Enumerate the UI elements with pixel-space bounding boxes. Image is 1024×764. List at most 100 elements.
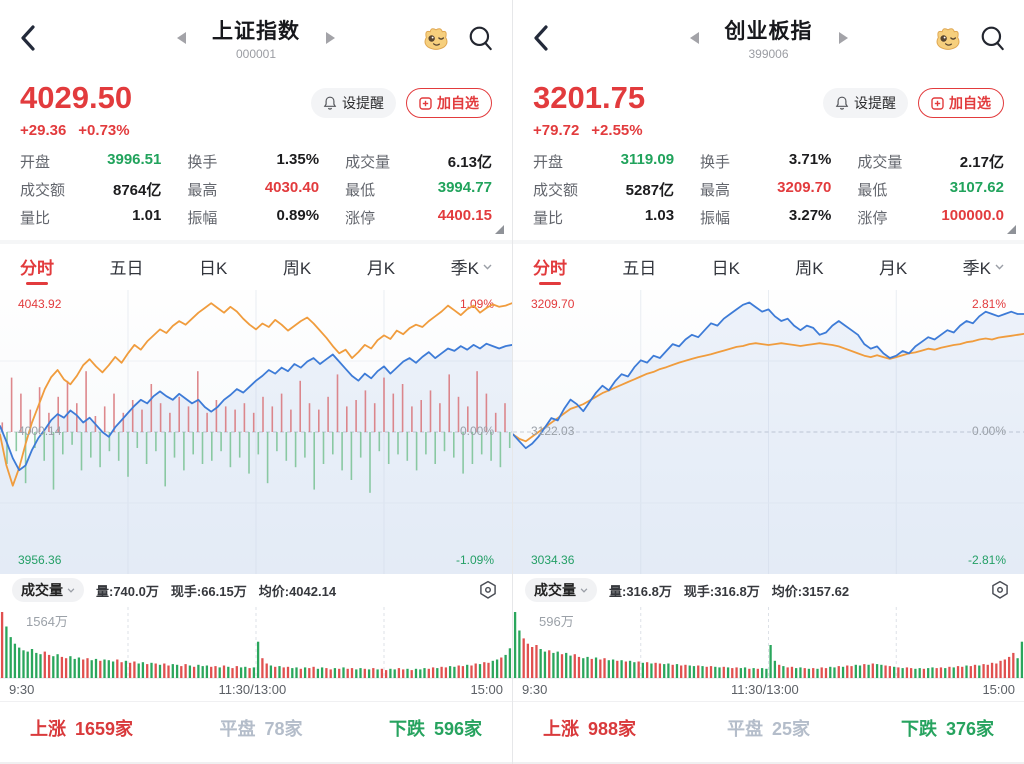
back-button[interactable] <box>18 22 48 54</box>
timeline-chart[interactable]: 3209.70 2.81% 3122.03 0.00% 3034.36 -2.8… <box>513 289 1024 574</box>
label-pct-high: 2.81% <box>971 296 1006 311</box>
stat-low: 最低 3994.77 <box>345 178 492 199</box>
volume-chart[interactable]: 1564万 <box>0 606 512 679</box>
tab-bar: 分时 五日 日K 周K 月K 季K <box>0 244 512 290</box>
axis-open: 9:30 <box>522 682 548 698</box>
advancers-label: 上涨 <box>30 718 66 739</box>
volume-svg <box>0 606 512 679</box>
unchanged-count: 25家 <box>771 718 811 739</box>
label-high: 3209.70 <box>531 296 575 311</box>
tab-weekly-k[interactable]: 周K <box>795 259 824 279</box>
tab-five-day[interactable]: 五日 <box>109 259 144 279</box>
tab-monthly-k[interactable]: 月K <box>366 259 396 279</box>
volume-max-label: 1564万 <box>26 613 68 629</box>
tab-quarterly-k[interactable]: 季K <box>451 244 492 290</box>
volume-chart[interactable]: 596万 <box>513 606 1024 679</box>
volume-header: 成交量 量:740.0万 现手:66.15万 均价:4042.14 <box>0 574 512 607</box>
back-icon <box>534 25 548 51</box>
stats-grid: 开盘 3119.09 换手 3.71% 成交量 2.17亿 成交额 5287亿 最高 32… <box>513 149 1024 240</box>
stat-amplitude: 振幅 0.89% <box>187 206 320 227</box>
price-section: 4029.50 +29.36 +0.73% 设提醒 加自选 <box>0 76 512 149</box>
tab-quarterly-k[interactable]: 季K <box>963 244 1004 290</box>
stat-turnover-rate: 换手 3.71% <box>700 150 832 171</box>
index-title: 上证指数 <box>212 20 300 43</box>
stat-open: 开盘 3119.09 <box>533 150 675 171</box>
bell-icon <box>323 96 337 110</box>
tab-daily-k[interactable]: 日K <box>711 259 740 279</box>
avg-price: 均价:3157.62 <box>771 583 850 599</box>
advancers-count: 1659家 <box>75 718 134 739</box>
axis-midday: 11:30/13:00 <box>731 682 799 698</box>
index-code: 000001 <box>235 47 277 61</box>
unchanged: 平盘 25家 <box>727 715 810 741</box>
label-prev-close: 3122.03 <box>531 423 575 438</box>
decliners-count: 376家 <box>945 718 994 739</box>
stat-volume: 成交量 6.13亿 <box>345 153 492 171</box>
watchlist-label: 加自选 <box>437 95 479 111</box>
stat-limit-up: 涨停 4400.15 <box>345 206 492 227</box>
avg-price: 均价:4042.14 <box>258 583 337 599</box>
axis-midday: 11:30/13:00 <box>218 682 287 698</box>
label-pct-zero: 0.00% <box>971 423 1006 438</box>
vol-amount: 量:316.8万 <box>609 583 672 599</box>
divider <box>513 700 1024 702</box>
volume-svg <box>513 606 1024 679</box>
tab-minute[interactable]: 分时 <box>533 244 567 290</box>
label-pct-low: -2.81% <box>968 553 1006 567</box>
app-header: 上证指数 000001 <box>0 0 512 76</box>
time-axis: 9:30 11:30/13:00 15:00 <box>513 679 1024 701</box>
stat-turnover-rate: 换手 1.35% <box>187 150 320 171</box>
prev-index-arrow[interactable] <box>689 32 699 44</box>
tab-five-day[interactable]: 五日 <box>622 259 657 279</box>
chart-settings-icon[interactable] <box>990 580 1010 600</box>
price-change: +79.72 <box>533 121 580 139</box>
timeline-svg <box>0 289 512 574</box>
timeline-chart[interactable]: 4043.92 1.09% 4000.14 0.00% 3956.36 -1.0… <box>0 289 512 574</box>
current-price: 3201.75 <box>533 80 646 115</box>
divider <box>513 239 1024 244</box>
stats-grid: 开盘 3996.51 换手 1.35% 成交量 6.13亿 成交额 8764亿 最高 40… <box>0 149 512 240</box>
decliners-label: 下跌 <box>388 718 425 739</box>
stat-turnover-amount: 成交额 8764亿 <box>20 181 162 199</box>
tab-weekly-k[interactable]: 周K <box>282 259 312 279</box>
prev-index-arrow[interactable] <box>177 32 186 44</box>
stats-expand-icon[interactable] <box>495 224 504 234</box>
set-alert-button[interactable]: 设提醒 <box>823 88 908 118</box>
add-watchlist-button[interactable]: 加自选 <box>918 88 1004 118</box>
mascot-icon[interactable] <box>932 24 964 53</box>
advancers: 上涨 988家 <box>543 715 636 741</box>
next-index-arrow[interactable] <box>838 32 848 44</box>
unchanged-count: 78家 <box>264 718 303 739</box>
stat-volume: 成交量 2.17亿 <box>857 153 1004 171</box>
mascot-icon[interactable] <box>420 24 452 53</box>
add-watchlist-button[interactable]: 加自选 <box>406 88 492 118</box>
back-button[interactable] <box>531 22 561 54</box>
time-axis: 9:30 11:30/13:00 15:00 <box>0 679 512 701</box>
current-price: 4029.50 <box>20 80 133 115</box>
tab-daily-k[interactable]: 日K <box>199 259 228 279</box>
volume-indicator-selector[interactable]: 成交量 <box>525 578 597 603</box>
search-icon[interactable] <box>980 25 1006 52</box>
price-change-pct: +0.73% <box>78 121 130 139</box>
axis-close: 15:00 <box>982 682 1015 698</box>
tab-bar: 分时 五日 日K 周K 月K 季K <box>513 244 1024 290</box>
tab-minute[interactable]: 分时 <box>20 244 54 290</box>
chart-settings-icon[interactable] <box>478 580 498 600</box>
chevron-down-icon <box>67 587 75 593</box>
label-prev-close: 4000.14 <box>18 423 62 438</box>
set-alert-button[interactable]: 设提醒 <box>311 88 396 118</box>
label-low: 3956.36 <box>18 553 61 567</box>
current-hands: 现手:66.15万 <box>170 583 247 599</box>
tab-monthly-k[interactable]: 月K <box>878 259 908 279</box>
next-index-arrow[interactable] <box>326 32 335 44</box>
chevron-down-icon <box>580 587 588 593</box>
volume-indicator-selector[interactable]: 成交量 <box>12 578 84 603</box>
index-panel-shanghai: 上证指数 000001 4029.50 +29.36 <box>0 0 512 764</box>
search-icon[interactable] <box>468 25 494 52</box>
label-pct-zero: 0.00% <box>459 423 494 438</box>
divider <box>0 239 512 244</box>
stats-expand-icon[interactable] <box>1007 224 1016 234</box>
plus-square-icon <box>931 96 944 110</box>
divider <box>0 700 512 702</box>
